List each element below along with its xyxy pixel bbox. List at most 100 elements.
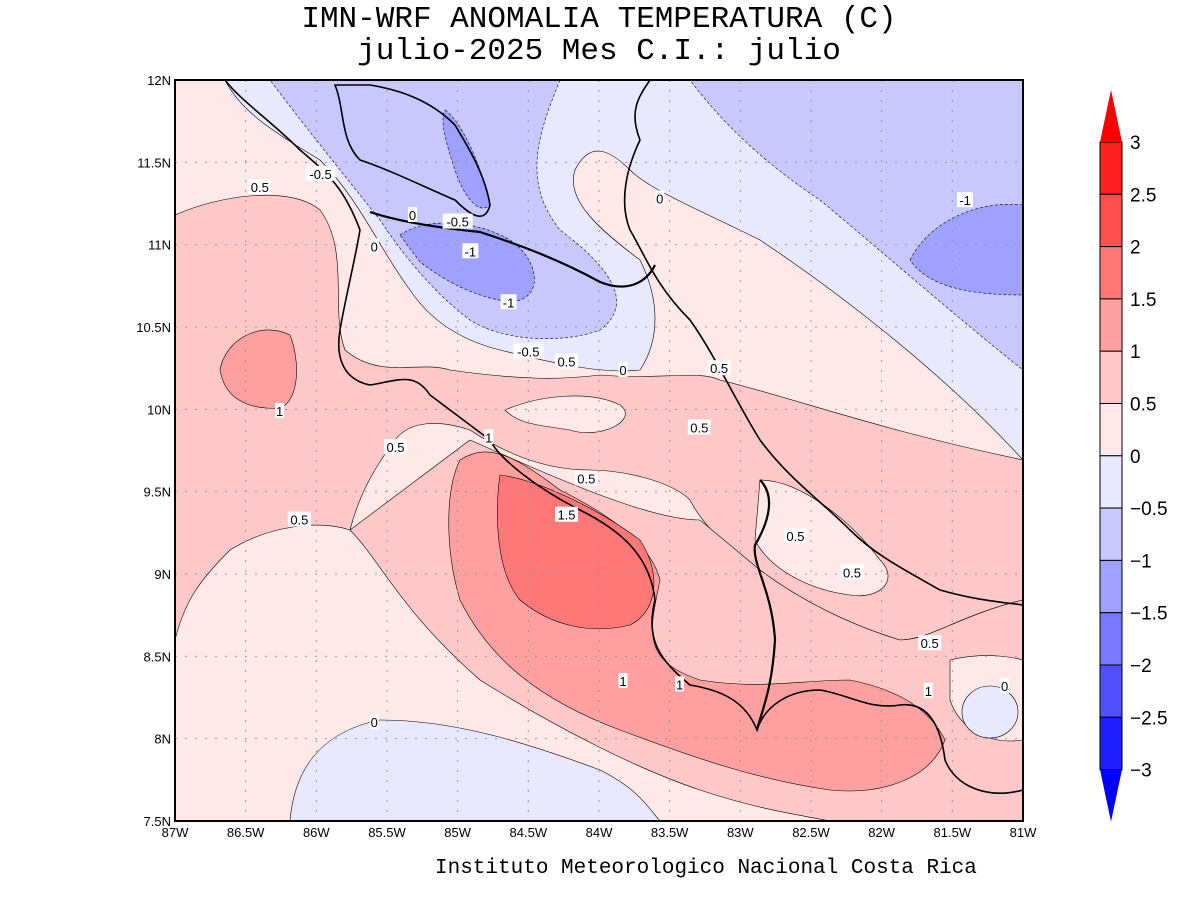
- colorbar: 3 2.5 2 1.5 1 0.5 0 −0.5 −1 −1.5 −2 −2.5 −3: [1099, 90, 1168, 822]
- contour-labels: 0.5 -0.5 0 -0.5 0 -1 -1 -0.5 0.5 0 0 -1 1 0.5 1 0.5 0.5 0…: [248, 165, 1010, 730]
- contour-label-bg: [500, 294, 517, 310]
- contour-label-bg: [655, 190, 665, 206]
- x-tick-label: 85.5W: [368, 825, 406, 840]
- colorbar-top-arrow: [1100, 90, 1122, 142]
- contour-label-bg: [369, 238, 379, 254]
- y-tick-label: 11N: [148, 238, 171, 253]
- contour-label: 0.5: [843, 565, 861, 580]
- fill-1-1.5: [219, 329, 297, 409]
- x-tick-label: 86W: [303, 825, 330, 840]
- contour-label: 0: [371, 239, 378, 254]
- contour-label: -0.5: [446, 215, 468, 230]
- contour-label: 1: [619, 674, 626, 689]
- contour-label-bg: [574, 470, 598, 486]
- contour-label: 0: [656, 192, 663, 207]
- colorbar-label: 1: [1130, 342, 1141, 363]
- contour-label-bg: [383, 439, 407, 455]
- y-tick-label: 8.5N: [144, 649, 171, 664]
- fill-minus1.5-minus1: [909, 203, 1023, 296]
- contour-label-bg: [1000, 677, 1010, 693]
- colorbar-label: 0: [1130, 447, 1141, 468]
- colorbar-swatch: [1099, 716, 1123, 771]
- contour-label-bg: [462, 243, 479, 259]
- contour-label-bg: [675, 676, 685, 692]
- colorbar-label: −2: [1130, 656, 1152, 677]
- contour-label: -0.5: [309, 167, 331, 182]
- x-axis-ticks: 87W 86.5W 86W 85.5W 85W 84.5W 84W 83.5W 83W 82.5W…: [162, 825, 1037, 840]
- contour-label: 1: [276, 404, 283, 419]
- map-subtitle: julio-2025 Mes C.I.: julio: [357, 34, 841, 69]
- fill-1.5-2: [497, 474, 655, 630]
- x-tick-label: 81W: [1010, 825, 1037, 840]
- x-tick-label: 82W: [868, 825, 895, 840]
- colorbar-label: −3: [1130, 761, 1152, 782]
- contour-label: 0.5: [577, 471, 595, 486]
- contour-label: 1: [485, 430, 492, 445]
- contour-label-bg: [840, 564, 864, 580]
- colorbar-swatch: [1099, 507, 1123, 561]
- contour-label-bg: [618, 673, 628, 689]
- fill-0-0.5-patch: [504, 395, 626, 433]
- contour-label: 0.5: [786, 529, 804, 544]
- y-tick-label: 10.5N: [136, 320, 171, 335]
- contour-label-bg: [687, 419, 711, 435]
- contour-label-bg: [957, 192, 974, 208]
- contour-label: 0: [371, 715, 378, 730]
- colorbar-label: 1.5: [1130, 290, 1156, 311]
- x-tick-label: 83W: [727, 825, 754, 840]
- coastlines: [224, 80, 1023, 794]
- contour-label: 1: [925, 684, 932, 699]
- contour-label: 1.5: [557, 508, 575, 523]
- contour-label-bg: [513, 343, 544, 359]
- colorbar-label: −2.5: [1130, 708, 1168, 729]
- colorbar-swatch: [1099, 664, 1123, 718]
- colorbar-swatch: [1099, 298, 1123, 352]
- fill-minus0.5-0: [961, 685, 1019, 739]
- colorbar-label: −1: [1130, 551, 1152, 572]
- colorbar-swatch: [1099, 455, 1123, 509]
- contour-label-bg: [554, 353, 578, 369]
- contour-label-bg: [923, 682, 933, 698]
- country-borders: [369, 210, 777, 731]
- colorbar-label: 2: [1130, 238, 1141, 259]
- contour-label-bg: [248, 179, 272, 195]
- plot-frame: [174, 79, 1024, 822]
- x-tick-label: 87W: [162, 825, 189, 840]
- colorbar-label: −0.5: [1130, 499, 1168, 520]
- y-tick-label: 8N: [154, 732, 171, 747]
- contour-label: 0.5: [386, 440, 404, 455]
- contour-label: 0.5: [921, 636, 939, 651]
- colorbar-swatch: [1099, 193, 1123, 248]
- contour-label: 0.5: [290, 513, 308, 528]
- contour-label: -1: [503, 295, 515, 310]
- x-tick-label: 85W: [444, 825, 471, 840]
- contour-label: 0: [619, 363, 626, 378]
- contour-label: 0.5: [557, 355, 575, 370]
- footer-credit: Instituto Meteorologico Nacional Costa R…: [435, 857, 977, 880]
- colorbar-swatch: [1099, 246, 1123, 300]
- contour-label-bg: [287, 511, 311, 527]
- x-tick-label: 81.5W: [934, 825, 972, 840]
- contour-label-bg: [554, 506, 578, 522]
- y-tick-label: 7.5N: [144, 814, 171, 829]
- map-title: IMN-WRF ANOMALIA TEMPERATURA (C): [301, 2, 897, 37]
- contour-label: 0.5: [690, 420, 708, 435]
- contour-label: 0.5: [251, 180, 269, 195]
- contour-label: -0.5: [517, 345, 539, 360]
- contour-label: 0: [1001, 679, 1008, 694]
- colorbar-swatch: [1099, 612, 1123, 666]
- x-tick-label: 84.5W: [510, 825, 548, 840]
- y-tick-label: 11.5N: [137, 155, 171, 170]
- contour-label-bg: [618, 361, 628, 377]
- y-tick-label: 9N: [154, 567, 171, 582]
- colorbar-bottom-arrow: [1100, 769, 1122, 822]
- contour-label-bg: [783, 528, 807, 544]
- contour-label-bg: [369, 714, 379, 730]
- fill-minus0.5-0: [289, 719, 661, 821]
- colorbar-swatch: [1099, 559, 1123, 614]
- contour-label-bg: [918, 635, 942, 651]
- contour-label: 1: [676, 677, 683, 692]
- x-tick-label: 84W: [586, 825, 613, 840]
- y-tick-label: 10N: [147, 402, 171, 417]
